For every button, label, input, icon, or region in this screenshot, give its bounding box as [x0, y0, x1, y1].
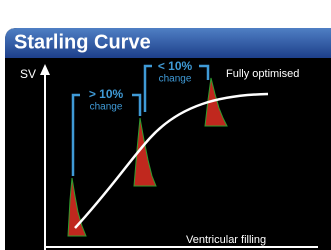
annotation-label: > 10% — [89, 87, 124, 101]
diagram: Starling Curve SV Ventricular filling Fu… — [0, 0, 331, 250]
annotation-sub: change — [159, 74, 192, 85]
page: {"header": {"title": "Starling Curve"}, … — [0, 0, 331, 250]
annotation-sub: change — [90, 102, 123, 113]
header-title: Starling Curve — [14, 31, 151, 53]
x-axis-label: Ventricular filling — [186, 234, 266, 246]
curve-label: Fully optimised — [226, 68, 299, 80]
y-axis-label: SV — [20, 67, 36, 81]
annotation-label: < 10% — [158, 59, 193, 73]
